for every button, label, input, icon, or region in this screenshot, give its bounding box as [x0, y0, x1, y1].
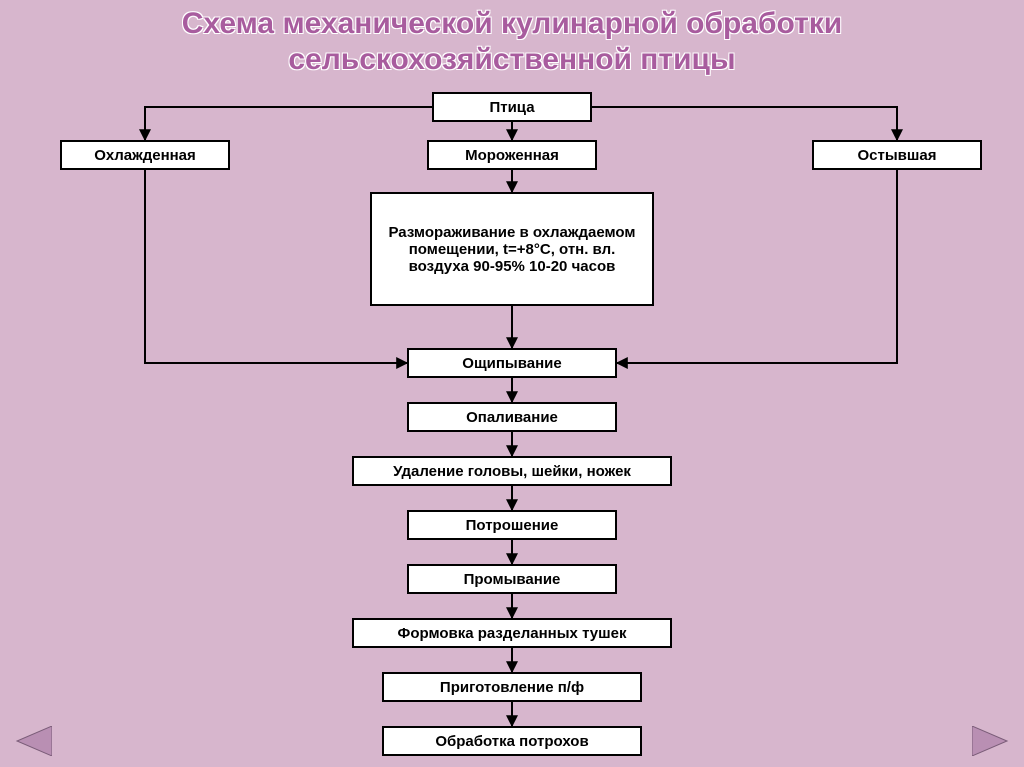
node-label: Обработка потрохов	[435, 733, 588, 750]
node-label: Птица	[489, 99, 534, 116]
node-label: Остывшая	[858, 147, 937, 164]
title-line2: сельскохозяйственной птицы	[288, 43, 735, 76]
node-label: Охлажденная	[94, 147, 196, 164]
node-label: Мороженная	[465, 147, 559, 164]
node-label: Приготовление п/ф	[440, 679, 584, 696]
node-opal: Опаливание	[407, 402, 617, 432]
title-line1: Схема механической кулинарной обработки	[182, 7, 843, 40]
chevron-right-icon	[972, 726, 1012, 756]
node-prigot: Приготовление п/ф	[382, 672, 642, 702]
node-promyv: Промывание	[407, 564, 617, 594]
chevron-left-icon	[12, 726, 52, 756]
node-label: Размораживание в охлаждаемом помещении, …	[382, 224, 642, 275]
next-slide-button[interactable]	[968, 723, 1016, 759]
node-label: Формовка разделанных тушек	[398, 625, 627, 642]
node-ostyv: Остывшая	[812, 140, 982, 170]
node-label: Опаливание	[466, 409, 558, 426]
node-ptitsa: Птица	[432, 92, 592, 122]
node-label: Удаление головы, шейки, ножек	[393, 463, 631, 480]
node-razmor: Размораживание в охлаждаемом помещении, …	[370, 192, 654, 306]
node-label: Потрошение	[466, 517, 559, 534]
node-ohlazh: Охлажденная	[60, 140, 230, 170]
node-potrosh: Потрошение	[407, 510, 617, 540]
diagram-title: Схема механической кулинарной обработки …	[0, 6, 1024, 78]
node-potroh: Обработка потрохов	[382, 726, 642, 756]
node-label: Ощипывание	[462, 355, 561, 372]
node-udal: Удаление головы, шейки, ножек	[352, 456, 672, 486]
node-formovka: Формовка разделанных тушек	[352, 618, 672, 648]
node-label: Промывание	[464, 571, 561, 588]
node-morozh: Мороженная	[427, 140, 597, 170]
node-oship: Ощипывание	[407, 348, 617, 378]
prev-slide-button[interactable]	[8, 723, 56, 759]
